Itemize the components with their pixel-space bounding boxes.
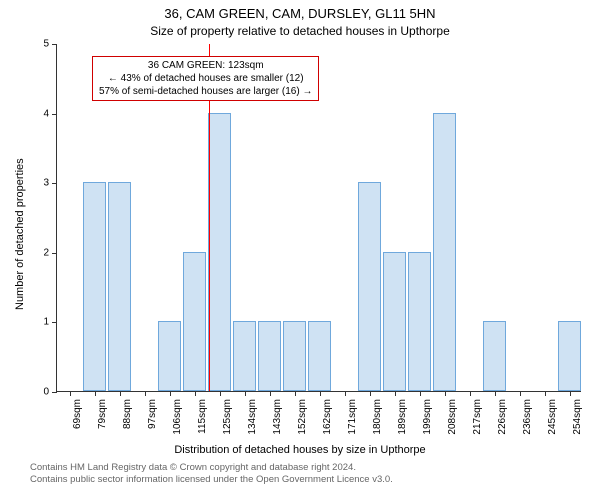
x-tick-mark [95,391,96,396]
x-tick-label: 226sqm [495,399,508,435]
x-tick-mark [195,391,196,396]
x-tick-mark [395,391,396,396]
x-tick-label: 143sqm [270,399,283,435]
x-tick-mark [245,391,246,396]
bar [208,113,231,391]
x-tick-mark [120,391,121,396]
x-tick-mark [320,391,321,396]
bar [108,182,131,391]
x-tick-mark [445,391,446,396]
y-tick-mark [52,44,57,45]
x-tick-mark [370,391,371,396]
x-tick-mark [570,391,571,396]
x-tick-mark [545,391,546,396]
bar [358,182,381,391]
x-tick-label: 106sqm [170,399,183,435]
bar [158,321,181,391]
x-tick-label: 88sqm [120,399,133,429]
x-tick-mark [145,391,146,396]
x-tick-mark [70,391,71,396]
x-tick-label: 162sqm [320,399,333,435]
x-tick-label: 115sqm [195,399,208,434]
page-subtitle: Size of property relative to detached ho… [0,24,600,38]
x-tick-label: 171sqm [345,399,358,435]
x-tick-label: 208sqm [445,399,458,435]
bar [383,252,406,391]
bar [308,321,331,391]
x-tick-mark [270,391,271,396]
y-tick-mark [52,253,57,254]
bar [483,321,506,391]
x-tick-mark [170,391,171,396]
bar [283,321,306,391]
bar [233,321,256,391]
x-tick-mark [470,391,471,396]
footer-line-2: Contains public sector information licen… [30,474,393,486]
x-tick-label: 69sqm [70,399,83,429]
x-tick-mark [295,391,296,396]
x-tick-label: 180sqm [370,399,383,435]
annotation-line-1: 36 CAM GREEN: 123sqm [99,59,312,72]
x-tick-label: 97sqm [145,399,158,429]
y-axis-label: Number of detached properties [14,158,26,310]
footer-line-1: Contains HM Land Registry data © Crown c… [30,462,393,474]
annotation-box: 36 CAM GREEN: 123sqm ← 43% of detached h… [92,56,319,101]
x-tick-label: 245sqm [545,399,558,435]
page-title: 36, CAM GREEN, CAM, DURSLEY, GL11 5HN [0,6,600,21]
x-tick-label: 134sqm [245,399,258,435]
bar [183,252,206,391]
bar [433,113,456,391]
x-tick-label: 254sqm [570,399,583,435]
x-tick-label: 152sqm [295,399,308,435]
x-tick-label: 217sqm [470,399,483,435]
x-tick-mark [495,391,496,396]
x-tick-mark [345,391,346,396]
bar [558,321,581,391]
annotation-line-2: ← 43% of detached houses are smaller (12… [99,72,312,85]
annotation-line-3: 57% of semi-detached houses are larger (… [99,85,312,98]
chart-container: 36, CAM GREEN, CAM, DURSLEY, GL11 5HN Si… [0,0,600,500]
bar [408,252,431,391]
y-tick-mark [52,322,57,323]
x-tick-mark [520,391,521,396]
x-tick-label: 199sqm [420,399,433,435]
x-tick-mark [220,391,221,396]
x-tick-label: 79sqm [95,399,108,429]
x-tick-label: 125sqm [220,399,233,435]
x-tick-label: 236sqm [520,399,533,435]
y-tick-mark [52,392,57,393]
bar [83,182,106,391]
y-tick-mark [52,183,57,184]
x-tick-label: 189sqm [395,399,408,435]
bar [258,321,281,391]
y-tick-mark [52,114,57,115]
x-axis-label: Distribution of detached houses by size … [0,444,600,456]
x-tick-mark [420,391,421,396]
footer-text: Contains HM Land Registry data © Crown c… [30,462,393,487]
